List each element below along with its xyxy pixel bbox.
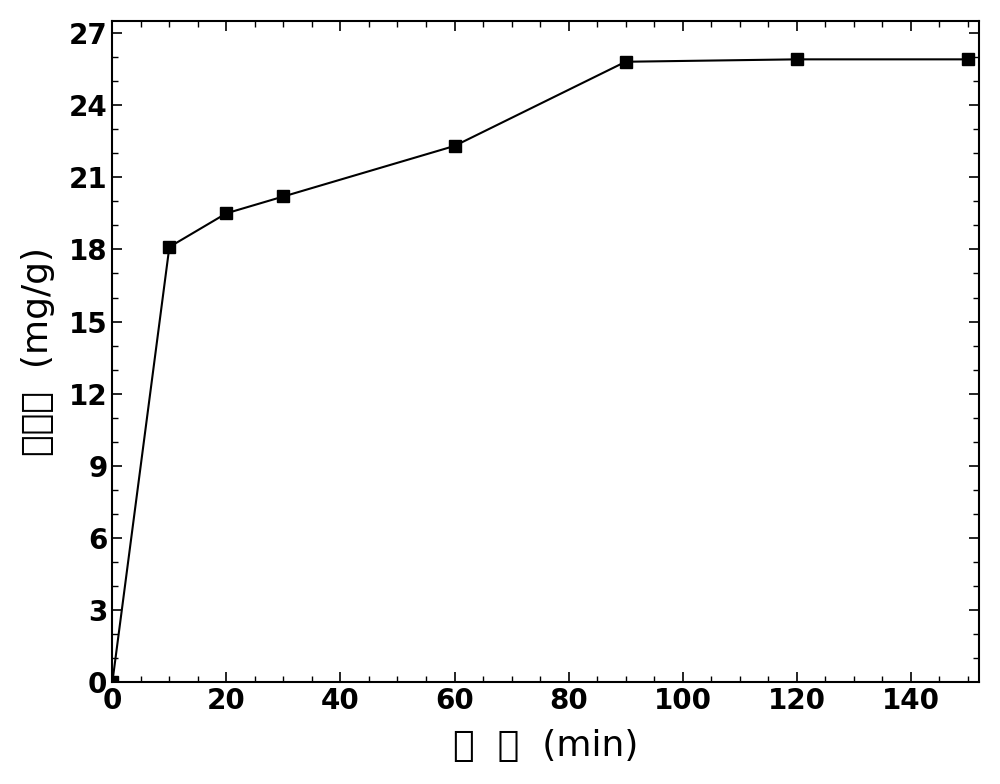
X-axis label: 时  间  (min): 时 间 (min) xyxy=(453,729,638,763)
Y-axis label: 吸附量  (mg/g): 吸附量 (mg/g) xyxy=(21,247,55,456)
